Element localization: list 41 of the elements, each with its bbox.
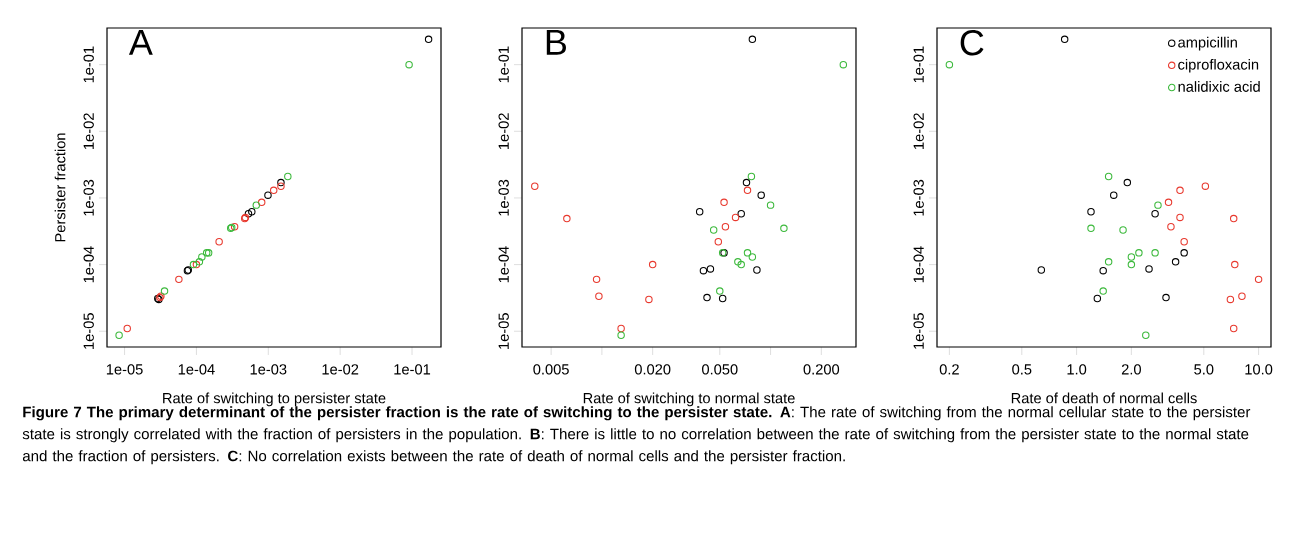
y-tick-label: 1e-05: [913, 313, 924, 349]
x-axis-title: Rate of death of normal cells: [1011, 392, 1197, 404]
x-tick-label: 1e-05: [106, 364, 143, 375]
legend-label: nalidixic acid: [1178, 81, 1260, 92]
x-tick-label: 5.0: [1194, 364, 1214, 375]
x-axis-title: Rate of switching to normal state: [583, 392, 795, 407]
x-tick-label: 0.2: [939, 364, 959, 375]
chart-title: A: [128, 29, 153, 55]
legend-label: ampicillin: [1178, 36, 1237, 51]
y-tick-label: 1e-02: [913, 113, 924, 149]
y-tick-label: 1e-05: [83, 313, 94, 349]
text: Figure 7 The primary determinant of the persister fraction is the rate of switching to the persister state. A: The rate of switching from the normal cellular state to the persister state is strongly correlated with the fraction of persisters in the population. B: There is little to no correlation between the rate of switching from the persister state to the normal state and the fraction of persisters. C: No correlation exists between the rate of death of normal cells and the persister fraction.: [22, 406, 1251, 465]
x-tick-label: 1e-01: [394, 364, 431, 375]
y-tick-label: 1e-02: [83, 113, 94, 149]
y-tick-label: 1e-01: [498, 46, 509, 83]
x-tick-label: 1e-04: [178, 364, 215, 375]
x-tick-label: 2.0: [1121, 364, 1141, 375]
y-tick-label: 1e-03: [913, 179, 924, 216]
x-tick-label: 1e-03: [250, 364, 287, 375]
chart-title: B: [546, 29, 566, 55]
y-tick-label: 1e-04: [913, 246, 924, 283]
y-tick-label: 1e-01: [913, 46, 924, 83]
x-tick-label: 1.0: [1067, 364, 1087, 375]
y-tick-label: 1e-04: [83, 246, 94, 283]
y-tick-label: 1e-05: [498, 313, 509, 349]
x-tick-label: 10.0: [1245, 364, 1273, 375]
x-tick-label: 0.200: [803, 364, 840, 375]
chart-title: C: [960, 29, 984, 56]
x-tick-label: 0.005: [533, 364, 569, 375]
y-axis-title: Persister fraction: [54, 133, 66, 242]
x-tick-label: 1e-02: [322, 364, 359, 375]
y-tick-label: 1e-04: [498, 246, 509, 283]
y-tick-label: 1e-03: [498, 179, 509, 216]
x-tick-label: 0.050: [702, 364, 738, 375]
x-tick-label: 0.5: [1012, 364, 1032, 375]
y-tick-label: 1e-03: [83, 179, 94, 216]
x-tick-label: 0.020: [634, 364, 671, 375]
x-axis-title: Rate of switching to persister state: [163, 392, 386, 407]
y-tick-label: 1e-01: [83, 46, 94, 83]
legend-label: ciprofloxacin: [1178, 58, 1259, 73]
y-tick-label: 1e-02: [498, 113, 509, 149]
